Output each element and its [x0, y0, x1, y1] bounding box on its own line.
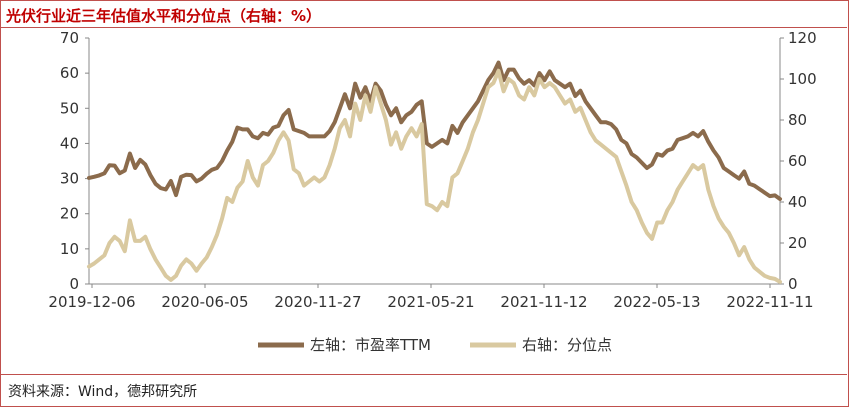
x-tick-label: 2019-12-06 — [48, 293, 135, 311]
y-left-tick-label: 70 — [60, 29, 79, 47]
y-left-tick-label: 30 — [60, 170, 79, 188]
x-tick-label: 2020-06-05 — [161, 293, 248, 311]
legend: 左轴：市盈率TTM 右轴：分位点 — [258, 336, 612, 354]
series-line-percentile — [87, 68, 782, 284]
y-right-tick-label: 40 — [788, 193, 807, 211]
x-tick-label: 2022-11-11 — [726, 293, 813, 311]
y-right-tick-label: 20 — [788, 234, 807, 252]
y-right-tick-label: 100 — [788, 70, 817, 88]
series-lines — [87, 60, 782, 284]
x-tick-label: 2021-05-21 — [387, 293, 474, 311]
y-left-tick-label: 60 — [60, 64, 79, 82]
axes: 0 10 20 30 40 50 60 70 0 20 40 60 80 100 120 2019-12-06… — [48, 29, 816, 311]
y-right-tick-label: 80 — [788, 111, 807, 129]
y-left-tick-label: 20 — [60, 205, 79, 223]
legend-item-pe-ttm-label: 左轴：市盈率TTM — [310, 336, 431, 354]
y-left-tick-label: 0 — [69, 275, 79, 293]
x-tick-label: 2020-11-27 — [274, 293, 361, 311]
title-divider — [0, 27, 847, 28]
y-right-tick-label: 120 — [788, 29, 817, 47]
chart-title: 光伏行业近三年估值水平和分位点（右轴：%） — [6, 7, 322, 25]
y-right-tick-label: 60 — [788, 152, 807, 170]
series-line-pe-ttm — [87, 60, 782, 201]
y-right-tick-label: 0 — [788, 275, 798, 293]
y-left-tick-label: 50 — [60, 99, 79, 117]
source-note: 资料来源：Wind，德邦研究所 — [8, 384, 198, 400]
x-tick-label: 2022-05-13 — [613, 293, 700, 311]
legend-item-percentile-label: 右轴：分位点 — [522, 336, 612, 354]
y-left-tick-label: 40 — [60, 134, 79, 152]
source-divider — [0, 374, 847, 375]
y-left-tick-label: 10 — [60, 240, 79, 258]
x-tick-label: 2021-11-12 — [500, 293, 587, 311]
